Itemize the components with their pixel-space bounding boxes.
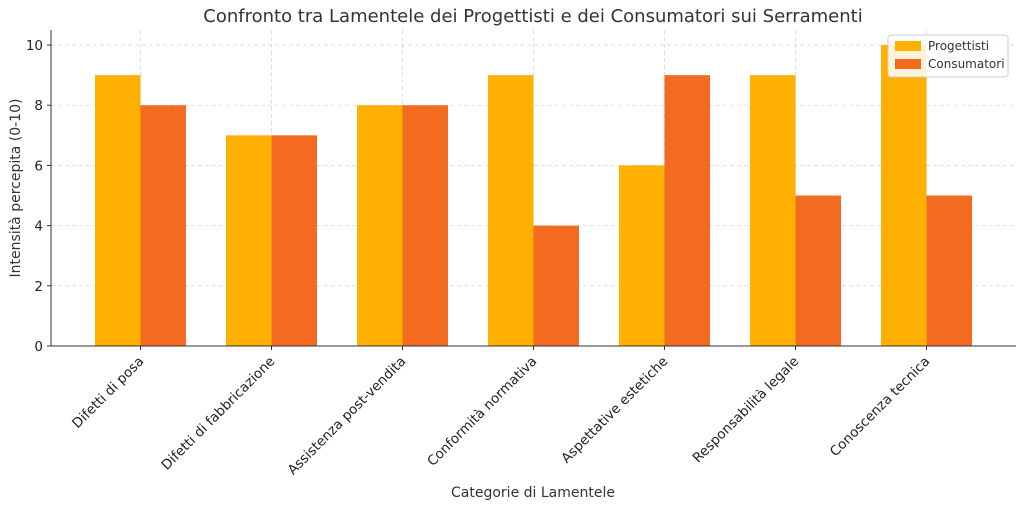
bar-progettisti-4: [619, 165, 665, 346]
bar-progettisti-3: [488, 75, 534, 347]
bar-progettisti-1: [226, 135, 272, 346]
bar-consumatori-5: [795, 195, 841, 346]
legend-label-progettisti: Progettisti: [928, 39, 989, 53]
bar-consumatori-0: [140, 105, 186, 346]
y-ticks: 0 2 4 6 8 10: [26, 38, 51, 355]
x-axis-label: Categorie di Lamentele: [451, 485, 615, 501]
y-tick-label: 6: [34, 158, 43, 174]
y-tick-label: 8: [34, 98, 43, 114]
x-tick-label: Responsabilità legale: [690, 354, 803, 467]
y-tick-label: 0: [34, 339, 43, 355]
y-tick-label: 10: [26, 38, 43, 54]
y-tick-label: 2: [34, 279, 43, 295]
bar-progettisti-6: [881, 45, 927, 347]
legend-swatch-progettisti: [895, 41, 921, 51]
x-tick-label: Difetti di fabbricazione: [158, 354, 278, 474]
y-tick-label: 4: [34, 219, 43, 235]
legend-label-consumatori: Consumatori: [928, 57, 1005, 71]
x-tick-label: Aspettative estetiche: [558, 354, 671, 467]
bar-progettisti-5: [750, 75, 796, 347]
x-tick-label: Assistenza post-vendita: [285, 354, 410, 479]
bars: [95, 45, 972, 347]
bar-consumatori-4: [664, 75, 710, 347]
x-tick-label: Difetti di posa: [69, 354, 147, 432]
legend: Progettisti Consumatori: [887, 34, 1009, 78]
bar-consumatori-3: [533, 225, 579, 346]
y-axis-label: Intensità percepita (0-10): [8, 99, 24, 278]
x-tick-label: Conoscenza tecnica: [827, 354, 933, 460]
bar-progettisti-2: [357, 105, 403, 346]
bar-consumatori-6: [926, 195, 972, 346]
bar-progettisti-0: [95, 75, 141, 347]
bar-consumatori-1: [271, 135, 317, 346]
x-ticks: Difetti di posa Difetti di fabbricazione A…: [69, 346, 933, 478]
x-tick-label: Conformità normativa: [424, 354, 540, 470]
bar-consumatori-2: [402, 105, 448, 346]
legend-swatch-consumatori: [895, 59, 921, 69]
chart-title: Confronto tra Lamentele dei Progettisti …: [203, 6, 862, 27]
